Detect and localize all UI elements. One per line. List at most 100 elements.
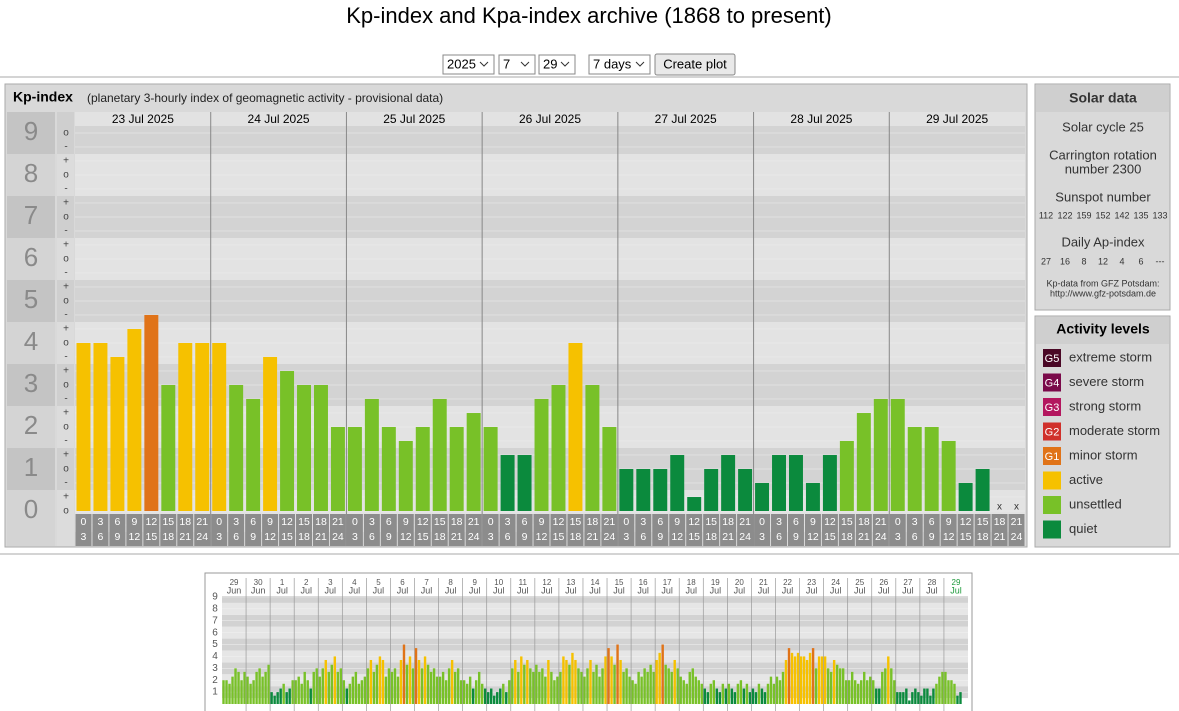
day-select[interactable] bbox=[538, 54, 576, 75]
bar bbox=[309, 688, 312, 704]
hour-cell bbox=[804, 514, 821, 546]
hour-label: 3 bbox=[98, 516, 104, 528]
year-value[interactable]: 2025 bbox=[447, 56, 476, 71]
bar bbox=[529, 668, 532, 704]
bar bbox=[748, 692, 752, 704]
hour-label: 21 bbox=[604, 516, 616, 528]
date-label: Jul bbox=[637, 585, 649, 595]
hour-label: 6 bbox=[640, 531, 646, 543]
ap-value: 8 bbox=[1081, 256, 1086, 266]
bar bbox=[514, 659, 517, 704]
bar bbox=[414, 648, 418, 704]
legend-swatch bbox=[1043, 520, 1061, 539]
bar bbox=[730, 688, 734, 704]
hour-label: 15 bbox=[553, 531, 565, 543]
hour-label: 12 bbox=[960, 516, 972, 528]
date-label: Jul bbox=[445, 585, 457, 595]
month-select[interactable] bbox=[498, 54, 536, 75]
bar bbox=[493, 695, 496, 704]
range-value[interactable]: 7 days bbox=[593, 56, 632, 71]
hour-cell bbox=[737, 514, 754, 546]
chart-subtitle: (planetary 3-hourly index of geomagnetic… bbox=[87, 91, 443, 105]
date-label: Jul bbox=[421, 585, 433, 595]
bar bbox=[381, 427, 396, 511]
hour-cell bbox=[601, 514, 618, 546]
bar bbox=[890, 398, 905, 511]
hour-label: 0 bbox=[216, 516, 222, 528]
hour-cell bbox=[923, 514, 940, 546]
bar bbox=[330, 427, 345, 511]
hour-cell bbox=[635, 514, 652, 546]
date-label: Jul bbox=[902, 585, 914, 595]
legend-label: strong storm bbox=[1069, 398, 1141, 413]
bar bbox=[144, 314, 159, 511]
y-mark-band bbox=[57, 406, 74, 448]
hour-label: 3 bbox=[776, 516, 782, 528]
hour-label: 15 bbox=[688, 531, 700, 543]
y-minor-label: + bbox=[63, 198, 69, 209]
button-label[interactable]: Create plot bbox=[663, 56, 727, 71]
bar bbox=[280, 371, 295, 511]
bar bbox=[841, 668, 845, 704]
bar bbox=[878, 688, 881, 704]
date-label: 1 bbox=[280, 578, 285, 587]
hour-label: 3 bbox=[216, 531, 222, 543]
bar bbox=[505, 692, 508, 704]
hour-cell bbox=[838, 514, 855, 546]
month-value[interactable]: 7 bbox=[503, 56, 510, 71]
day-value[interactable]: 29 bbox=[543, 56, 557, 71]
bar bbox=[820, 656, 824, 704]
bar bbox=[950, 680, 953, 704]
bar bbox=[363, 676, 367, 704]
bar bbox=[631, 680, 634, 704]
hour-label: 24 bbox=[196, 531, 208, 543]
y-band bbox=[7, 322, 55, 364]
bar bbox=[890, 668, 893, 704]
legend-swatch bbox=[1043, 373, 1061, 392]
y-band bbox=[7, 112, 55, 154]
hour-label: 3 bbox=[640, 516, 646, 528]
hour-cell bbox=[550, 514, 567, 546]
hour-label: 0 bbox=[81, 516, 87, 528]
y-tick-label: 5 bbox=[212, 639, 218, 650]
hour-label: 3 bbox=[895, 531, 901, 543]
hour-label: 6 bbox=[793, 516, 799, 528]
range-select[interactable] bbox=[588, 54, 651, 75]
bar bbox=[583, 676, 586, 704]
bar bbox=[364, 398, 379, 511]
bar bbox=[435, 676, 439, 704]
hour-label: 12 bbox=[281, 516, 293, 528]
y-minor-label: - bbox=[64, 310, 67, 321]
create-plot-button[interactable] bbox=[654, 53, 736, 76]
bar bbox=[381, 659, 385, 704]
hour-label: 15 bbox=[281, 531, 293, 543]
bar bbox=[438, 676, 442, 704]
hour-label: 15 bbox=[298, 516, 310, 528]
hour-label: 9 bbox=[522, 531, 528, 543]
bar bbox=[93, 343, 108, 511]
hour-cell bbox=[465, 514, 482, 546]
year-select[interactable] bbox=[442, 54, 495, 75]
hour-label: 18 bbox=[434, 531, 446, 543]
y-mark-band bbox=[57, 196, 74, 238]
bar bbox=[402, 644, 406, 704]
hour-label: 21 bbox=[451, 531, 463, 543]
hour-label: 21 bbox=[315, 531, 327, 543]
arrow bbox=[560, 61, 570, 67]
hour-label: 3 bbox=[488, 531, 494, 543]
y-band bbox=[7, 448, 55, 490]
hour-cell bbox=[940, 514, 957, 546]
bar bbox=[336, 671, 340, 704]
date-label: Jul bbox=[493, 585, 505, 595]
date-label: 28 bbox=[927, 578, 936, 587]
y-band bbox=[7, 364, 55, 406]
bar bbox=[661, 644, 664, 704]
bar bbox=[487, 692, 490, 704]
y-tick-label: 9 bbox=[212, 592, 218, 603]
hour-label: 3 bbox=[369, 516, 375, 528]
bar bbox=[456, 668, 460, 704]
hour-label: 9 bbox=[267, 516, 273, 528]
bar bbox=[449, 427, 464, 511]
hour-label: 15 bbox=[960, 531, 972, 543]
bar bbox=[778, 680, 782, 704]
